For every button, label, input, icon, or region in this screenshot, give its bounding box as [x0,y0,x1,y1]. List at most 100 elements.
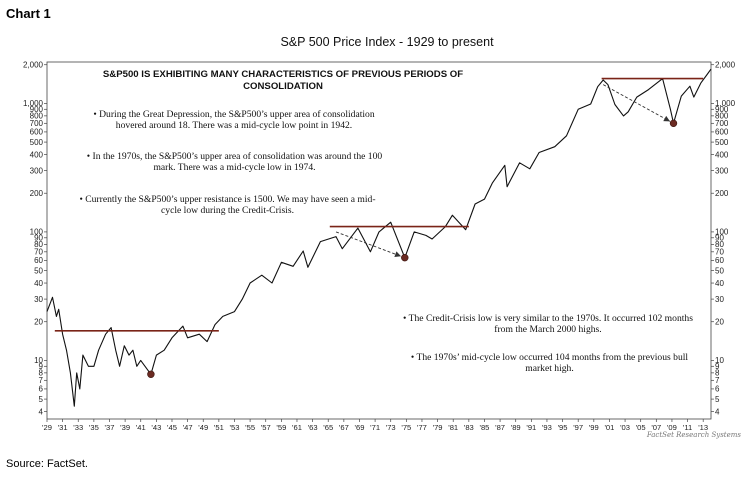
y-tick-label: 20 [34,318,43,327]
y-tick-label: 10 [34,356,43,365]
decline-arrow-line [602,84,671,122]
x-tick-label: '07 [651,423,661,432]
x-tick-label: '51 [214,423,224,432]
x-tick-label: '37 [105,423,115,432]
x-tick-label: '13 [698,423,708,432]
y-tick-label: 700 [30,119,44,128]
x-tick-label: '77 [417,423,427,432]
x-tick-label: '53 [230,423,240,432]
y-tick-label: 7 [39,376,44,385]
y-tick-label: 50 [34,266,43,275]
x-tick-label: '85 [480,423,490,432]
y-tick-label-right: 4 [715,407,720,416]
x-tick-label: '63 [308,423,318,432]
x-tick-label: '91 [526,423,536,432]
y-tick-label: 400 [30,150,44,159]
y-tick-label: 500 [30,138,44,147]
decline-arrow-head [663,115,670,122]
factset-watermark: FactSet Research Systems [646,431,742,439]
y-tick-label-right: 5 [715,395,720,404]
annotation-depression: • During the Great Depression, the S&P50… [93,109,375,132]
y-tick-label-right: 60 [715,256,724,265]
chart-subtitle: S&P500 IS EXHIBITING MANY CHARACTERISTIC… [102,69,464,92]
y-tick-label: 6 [39,385,44,394]
y-tick-label-right: 700 [715,119,729,128]
y-tick-label: 200 [30,189,44,198]
series-group [46,68,712,407]
y-tick-label: 60 [34,256,43,265]
x-tick-label: '89 [511,423,521,432]
x-tick-label: '79 [433,423,443,432]
x-tick-label: '69 [355,423,365,432]
y-tick-label: 8 [39,369,44,378]
resistance-lines-group [54,77,704,332]
x-tick-label: '73 [386,423,396,432]
chart-number-label: Chart 1 [6,6,51,21]
x-tick-label: '09 [667,423,677,432]
y-tick-label-right: 600 [715,128,729,137]
plot-frame [46,61,712,420]
y-tick-label-right: 40 [715,279,724,288]
y-tick-label-right: 80 [715,240,724,249]
x-tick-label: '57 [261,423,271,432]
x-tick-label: '95 [558,423,568,432]
y-tick-label: 9 [39,362,44,371]
plot-frame-group [46,61,712,420]
source-note: Source: FactSet. [6,458,88,470]
x-tick-label: '41 [136,423,146,432]
mid-cycle-low-marker [669,119,678,128]
y-tick-label: 100 [30,228,44,237]
x-tick-label: '65 [323,423,333,432]
x-tick-label: '11 [683,423,692,432]
x-tick-label: '59 [276,423,286,432]
y-tick-label-right: 800 [715,112,729,121]
x-tick-label: '61 [292,423,302,432]
y-tick-label: 40 [34,279,43,288]
y-tick-label: 600 [30,128,44,137]
y-tick-label-right: 400 [715,150,729,159]
y-tick-label-right: 100 [715,228,729,237]
x-tick-label: '93 [542,423,552,432]
x-tick-label: '99 [589,423,599,432]
y-tick-label: 30 [34,295,43,304]
x-tick-label: '29 [42,423,52,432]
x-axis: '29 '31 '33 '35 '37 '39 '41 '43 '45 '47 '49 '51 '53 '… [42,419,708,432]
y-tick-label-right: 300 [715,166,729,175]
y-tick-label-right: 200 [715,189,729,198]
y-tick-label: 300 [30,166,44,175]
annotation-current: • Currently the S&P500’s upper resistanc… [79,194,376,217]
annotation-1970s-low: • The 1970s’ mid-cycle low occurred 104 … [410,352,689,375]
y-tick-label-right: 1,000 [715,99,736,108]
x-tick-label: '45 [167,423,177,432]
x-tick-label: '71 [370,423,380,432]
x-tick-label: '49 [198,423,208,432]
decline-arrows-group [335,84,671,257]
y-tick-label-right: 30 [715,295,724,304]
x-tick-label: '67 [339,423,349,432]
mid-cycle-low-marker [147,370,155,378]
y-tick-label: 70 [34,248,43,257]
y-tick-label-right: 10 [715,356,724,365]
mid-cycle-lows-group [147,119,678,378]
y-tick-label-right: 2,000 [715,61,736,70]
x-tick-label: '87 [495,423,505,432]
y-tick-label: 1,000 [23,99,44,108]
x-tick-label: '81 [448,423,458,432]
y-tick-label: 80 [34,240,43,249]
annotation-credit-crisis: • The Credit-Crisis low is very similar … [403,313,693,336]
y-axis-right: 2,0001,000900800700600500400300200100908… [711,61,736,416]
x-tick-label: '01 [604,423,614,432]
decline-arrow-head [394,251,402,257]
y-tick-label-right: 90 [715,234,724,243]
decline-arrow-line [335,231,402,257]
y-tick-label-right: 900 [715,105,729,114]
y-tick-label-right: 8 [715,369,720,378]
y-tick-label-right: 20 [715,318,724,327]
subtitle-box: S&P500 IS EXHIBITING MANY CHARACTERISTIC… [68,69,498,92]
y-tick-label: 900 [30,105,44,114]
x-tick-label: '83 [464,423,474,432]
y-tick-label: 90 [34,234,43,243]
y-tick-label: 800 [30,112,44,121]
annotation-1970s: • In the 1970s, the S&P500’s upper area … [86,151,383,174]
